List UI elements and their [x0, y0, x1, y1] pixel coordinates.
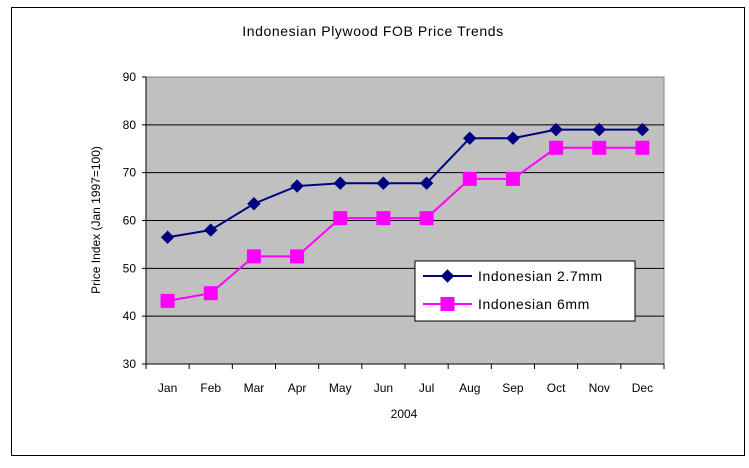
y-tick-label: 90: [123, 70, 137, 84]
y-axis: 30 40 50 60 70 80 90: [123, 70, 147, 371]
square-marker: [376, 211, 391, 226]
diamond-marker: [635, 122, 650, 137]
x-tick-label: Jul: [419, 381, 434, 395]
square-marker: [160, 293, 175, 308]
x-tick-label: Dec: [632, 381, 653, 395]
x-tick-label: May: [329, 381, 352, 395]
diamond-marker: [204, 223, 218, 237]
y-tick-label: 70: [123, 166, 137, 180]
square-marker: [419, 211, 434, 226]
square-marker: [440, 297, 455, 311]
y-tick-label: 40: [123, 309, 137, 323]
square-marker: [549, 140, 564, 155]
x-tick-label: Mar: [244, 381, 265, 395]
y-axis-label: Price Index (Jan 1997=100): [89, 146, 103, 294]
diamond-marker: [247, 197, 261, 211]
x-tick-label: Sep: [502, 381, 524, 395]
y-tick-label: 80: [123, 118, 137, 132]
square-marker: [592, 140, 607, 155]
series-line: [167, 128, 643, 239]
diamond-marker: [376, 176, 391, 190]
diamond-marker: [463, 131, 477, 145]
series-line: [167, 146, 643, 302]
x-axis: Jan Feb Mar Apr May Jun Jul Aug Sep Oct Nov Dec: [145, 363, 665, 395]
square-marker: [203, 286, 218, 301]
diamond-marker: [333, 176, 347, 190]
diamond-marker: [592, 122, 606, 137]
square-marker: [505, 171, 520, 186]
square-marker: [246, 249, 261, 264]
legend: Indonesian 2.7mm Indonesian 6mm: [414, 260, 636, 322]
x-tick-label: Oct: [547, 381, 566, 395]
y-tick-label: 30: [123, 357, 137, 371]
square-marker: [290, 249, 305, 264]
x-tick-label: Apr: [288, 381, 307, 395]
y-tick-label: 60: [123, 214, 137, 228]
diamond-marker: [440, 269, 455, 283]
diamond-marker: [419, 176, 434, 190]
square-marker: [333, 211, 348, 226]
square-marker: [635, 140, 650, 155]
square-marker: [462, 171, 477, 186]
chart-title: Indonesian Plywood FOB Price Trends: [242, 23, 503, 39]
gridlines: [146, 124, 664, 317]
x-tick-label: Feb: [200, 381, 221, 395]
x-tick-label: Nov: [589, 381, 610, 395]
legend-label: Indonesian 2.7mm: [478, 268, 603, 284]
x-axis-label: 2004: [391, 407, 418, 421]
diamond-marker: [506, 131, 520, 145]
series-1: [160, 122, 650, 244]
x-tick-label: Jun: [374, 381, 393, 395]
series-layer: [160, 122, 650, 308]
diamond-marker: [549, 122, 563, 137]
diamond-marker: [160, 230, 175, 244]
x-tick-label: Aug: [459, 381, 480, 395]
diamond-marker: [290, 179, 304, 193]
legend-label: Indonesian 6mm: [478, 296, 590, 312]
series-2: [160, 140, 650, 308]
x-tick-label: Jan: [158, 381, 177, 395]
y-tick-label: 50: [123, 261, 137, 275]
